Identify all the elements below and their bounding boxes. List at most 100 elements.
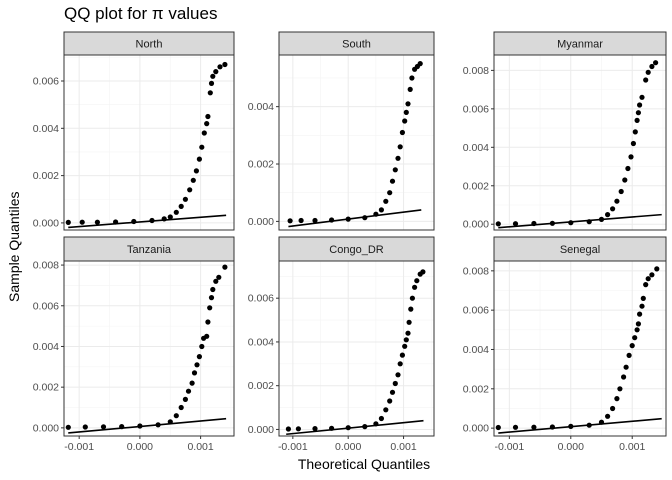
- x-tick-label: 0.000: [127, 441, 153, 453]
- panel-border: [63, 54, 235, 231]
- data-point: [654, 266, 660, 272]
- data-point: [207, 90, 213, 96]
- y-tick-label: 0.008: [463, 265, 489, 277]
- y-tick-label: 0.002: [248, 159, 274, 171]
- data-point: [639, 94, 645, 100]
- panel-background: [279, 261, 434, 436]
- facet-strip: [278, 236, 435, 262]
- y-tick-label: 0.000: [33, 217, 59, 229]
- data-point: [222, 61, 228, 68]
- panel-background: [494, 55, 666, 230]
- facet-strip-label: South: [342, 39, 371, 51]
- data-point: [409, 295, 415, 301]
- data-point: [216, 274, 222, 280]
- data-point: [199, 144, 205, 150]
- data-point: [287, 218, 293, 224]
- data-point: [312, 217, 318, 224]
- data-point: [632, 129, 638, 135]
- y-tick-label: 0.004: [33, 123, 59, 135]
- data-point: [635, 110, 642, 116]
- data-point: [383, 407, 389, 413]
- data-point: [414, 278, 420, 284]
- x-tick-label: 0.000: [335, 441, 361, 453]
- data-point: [82, 424, 88, 430]
- facet-congo-dr: Congo_DR 0.000 0.002 0.004 0.006 -0.001 0.000 0…: [248, 236, 435, 453]
- data-point: [640, 295, 646, 301]
- data-point: [623, 364, 629, 370]
- data-point: [204, 121, 210, 127]
- x-tick-label: 0.001: [390, 441, 416, 453]
- data-point: [193, 168, 199, 174]
- facet-south: South 0.000 0.002 0.004: [248, 31, 435, 231]
- data-point: [645, 276, 651, 282]
- data-point: [94, 219, 100, 225]
- data-point: [187, 187, 193, 193]
- y-tick-label: 0.002: [463, 180, 489, 192]
- data-point: [167, 214, 173, 220]
- data-point: [190, 177, 196, 183]
- data-point: [403, 109, 409, 115]
- data-point: [397, 361, 403, 367]
- data-point: [634, 327, 640, 333]
- y-tick-label: 0.000: [463, 219, 489, 231]
- data-point: [222, 264, 228, 270]
- data-point: [210, 286, 216, 293]
- data-point: [628, 154, 634, 160]
- data-point: [405, 330, 411, 336]
- data-point: [194, 362, 200, 368]
- data-point: [617, 386, 623, 392]
- panel-border: [493, 260, 667, 437]
- qq-reference-line: [498, 213, 662, 229]
- data-point: [512, 221, 519, 227]
- data-point: [632, 335, 638, 341]
- data-point: [201, 130, 207, 136]
- data-point: [100, 424, 107, 430]
- data-point: [210, 73, 216, 79]
- data-point: [285, 426, 291, 432]
- data-point: [182, 396, 188, 402]
- data-point: [629, 343, 635, 349]
- data-point: [614, 396, 620, 402]
- data-point: [625, 165, 631, 172]
- data-point: [653, 60, 659, 66]
- data-point: [407, 86, 413, 92]
- data-point: [637, 311, 643, 317]
- facet-strip-label: Senegal: [560, 244, 600, 256]
- data-point: [383, 198, 389, 204]
- data-point: [217, 64, 223, 70]
- data-point: [178, 404, 184, 411]
- facet-myanmar: Myanmar 0.000 0.002 0.004 0.006 0.008: [463, 31, 667, 231]
- facet-strip-label: North: [136, 39, 163, 51]
- data-point: [408, 306, 414, 312]
- y-tick-label: 0.006: [33, 300, 59, 312]
- data-point: [618, 188, 624, 195]
- data-point: [65, 424, 71, 430]
- data-point: [420, 269, 426, 275]
- data-point: [649, 272, 655, 278]
- data-point: [622, 177, 628, 183]
- data-point: [626, 352, 632, 358]
- data-point: [405, 101, 411, 107]
- y-tick-label: 0.000: [248, 216, 274, 228]
- panel-background: [64, 261, 234, 436]
- panel-border: [278, 260, 435, 437]
- data-point: [397, 144, 403, 150]
- y-tick-label: 0.006: [33, 76, 59, 88]
- x-tick-label: -0.001: [64, 441, 94, 453]
- x-tick-label: 0.000: [558, 441, 584, 453]
- panel-border: [278, 54, 435, 231]
- facet-strip-label: Myanmar: [557, 39, 603, 51]
- y-tick-label: 0.002: [248, 380, 274, 392]
- data-point: [196, 156, 202, 162]
- facet-strip-label: Congo_DR: [329, 244, 383, 256]
- data-point: [182, 196, 188, 202]
- data-point: [213, 69, 219, 75]
- data-point: [495, 221, 501, 227]
- panel-background: [279, 55, 434, 230]
- y-tick-label: 0.004: [463, 344, 489, 356]
- data-point: [406, 319, 412, 325]
- facet-north: North 0.000 0.002 0.004 0.006: [33, 31, 235, 231]
- data-point: [387, 398, 393, 404]
- chart-title: QQ plot for π values: [64, 4, 218, 23]
